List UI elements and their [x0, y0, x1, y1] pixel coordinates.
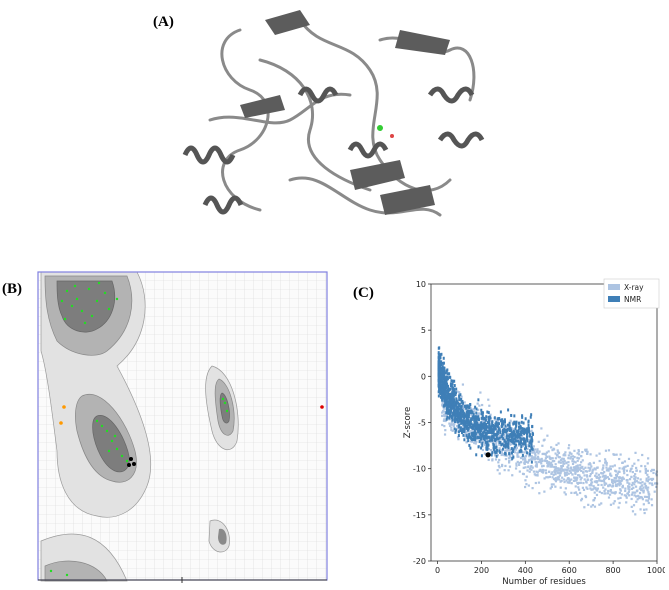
legend-label-nmr: NMR: [624, 295, 641, 304]
highlight-point: [485, 452, 491, 458]
x-tick-label: 800: [605, 566, 620, 575]
y-tick-label: -15: [413, 511, 426, 520]
protein-structure-image: [182, 10, 485, 217]
series-xray-points: [440, 368, 659, 516]
series-nmr-points: [437, 346, 535, 464]
y-axis-label: Z-score: [403, 407, 413, 439]
legend-swatch-nmr: [608, 296, 620, 302]
zscore-plot-area: [437, 346, 659, 516]
x-tick-label: 200: [474, 566, 489, 575]
ramachandran-plot: [37, 271, 328, 583]
panel-label-a: (A): [153, 14, 174, 30]
zscore-axes: 0 200 400 600 800 1000 10 5 0 -5 -10 -15 -20: [413, 280, 665, 575]
panel-label-c: (C): [353, 285, 374, 301]
x-tick-label: 400: [518, 566, 533, 575]
chart-legend: X-ray NMR: [603, 278, 660, 309]
rama-residue-points: [49, 281, 229, 577]
x-tick-label: 0: [435, 566, 440, 575]
x-tick-label: 600: [562, 566, 577, 575]
y-tick-label: -5: [418, 419, 426, 428]
y-tick-label: 10: [416, 280, 426, 289]
legend-label-xray: X-ray: [624, 283, 644, 292]
y-tick-label: 5: [421, 326, 426, 335]
legend-swatch-xray: [608, 284, 620, 290]
panel-label-b: (B): [2, 281, 22, 297]
x-tick-label: 1000: [647, 566, 665, 575]
y-tick-label: -10: [413, 465, 426, 474]
x-axis-label: Number of residues: [502, 577, 586, 587]
zscore-chart: 0 200 400 600 800 1000 10 5 0 -5 -10 -15 -20 Number …: [403, 278, 665, 587]
y-tick-label: -20: [413, 557, 426, 566]
legend-box: [603, 278, 660, 309]
y-tick-label: 0: [421, 372, 426, 381]
